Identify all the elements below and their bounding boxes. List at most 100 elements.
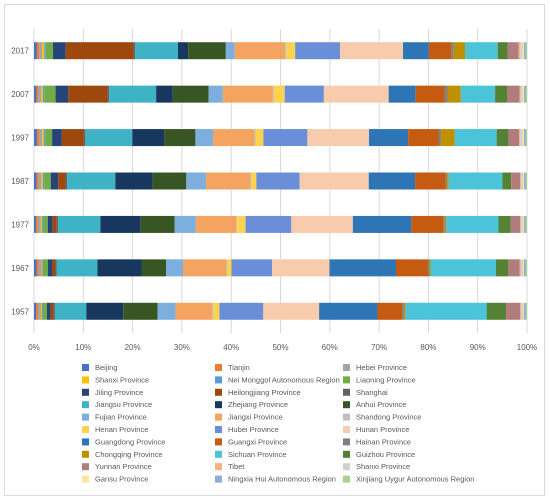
y-category-label: 1987 <box>11 177 29 186</box>
bar-row <box>34 129 527 147</box>
bar-segment <box>525 259 527 277</box>
bar-segment <box>245 215 292 233</box>
bar-segment <box>55 259 57 277</box>
bar-segment <box>329 259 396 277</box>
bar-segment <box>340 42 404 60</box>
bar-segment <box>522 129 525 147</box>
bar-segment <box>67 172 116 190</box>
bar-segment <box>525 42 527 60</box>
legend-swatch <box>215 463 222 471</box>
x-tick-label: 0% <box>28 343 40 352</box>
x-tick-label: 50% <box>272 343 288 352</box>
bar-segment <box>352 215 412 233</box>
bar-segment <box>58 215 101 233</box>
legend-item: Gansu Province <box>82 475 148 484</box>
bar-segment <box>39 129 43 147</box>
legend-item: Tianjin <box>215 363 250 372</box>
legend-item: Zhejiang Province <box>215 400 288 409</box>
bar-segment <box>525 85 527 103</box>
bar-segment <box>107 85 110 103</box>
legend-label: Tianjin <box>228 363 250 372</box>
bar-segment <box>44 172 51 190</box>
bar-segment <box>58 172 66 190</box>
bar-segment <box>411 215 444 233</box>
legend-swatch <box>215 388 222 396</box>
x-tick-label: 10% <box>75 343 91 352</box>
bar-segment <box>508 129 520 147</box>
legend-item: Chongqing Province <box>82 450 163 459</box>
bar-segment <box>55 85 69 103</box>
bar-segment <box>495 85 508 103</box>
legend-label: Jiangsu Province <box>95 400 152 409</box>
bar-segment <box>39 42 43 60</box>
bar-segment <box>236 215 238 233</box>
bar-segment <box>250 172 252 190</box>
bar-segment <box>48 259 52 277</box>
legend-item: Hainan Province <box>343 437 411 446</box>
bar-segment <box>508 259 520 277</box>
legend-label: Henan Province <box>95 425 148 434</box>
bar-segment <box>53 302 55 320</box>
legend-swatch <box>215 364 222 371</box>
legend-item: Guangxi Province <box>215 437 287 446</box>
bar-segment <box>45 129 53 147</box>
bar-segment <box>521 215 524 233</box>
bar-segment <box>272 85 274 103</box>
bar-segment <box>523 172 525 190</box>
bar-segment <box>307 129 370 147</box>
bar-segment <box>34 302 36 320</box>
bar-segment <box>36 129 40 147</box>
bar-segment <box>518 42 521 60</box>
bar-segment <box>83 129 86 147</box>
legend-swatch <box>82 450 89 458</box>
legend-label: Beijing <box>95 363 118 372</box>
legend-label: Shanxi Province <box>356 462 410 471</box>
bar-segment <box>525 215 527 233</box>
legend-swatch <box>215 413 222 421</box>
bar-segment <box>523 215 525 233</box>
legend-swatch <box>215 475 222 483</box>
bar-segment <box>52 129 62 147</box>
x-tick-label: 20% <box>125 343 141 352</box>
bar-segment <box>140 215 175 233</box>
bar-segment <box>44 85 56 103</box>
x-tick-label: 70% <box>371 343 387 352</box>
bar-row <box>34 85 527 103</box>
bar-segment <box>256 172 300 190</box>
bar-segment <box>219 302 264 320</box>
bar-area <box>34 42 527 320</box>
legend-item: Hubei Province <box>215 425 279 434</box>
bar-segment <box>56 259 98 277</box>
bar-segment <box>211 302 213 320</box>
bar-segment <box>511 172 521 190</box>
legend-label: Hunan Province <box>356 425 409 434</box>
bar-segment <box>34 259 37 277</box>
bar-segment <box>408 129 439 147</box>
legend-item: Ningxia Hui Autonomous Region <box>215 475 336 484</box>
legend-label: Shanghai <box>356 388 388 397</box>
bar-segment <box>47 215 53 233</box>
legend-item: Yunnan Province <box>82 462 152 471</box>
bar-segment <box>451 42 454 60</box>
bar-segment <box>453 42 466 60</box>
legend-swatch <box>82 413 89 421</box>
legend-swatch <box>82 401 89 409</box>
bar-segment <box>42 85 45 103</box>
bar-segment <box>445 172 448 190</box>
bar-segment <box>323 85 389 103</box>
legend-item: Beijing <box>82 363 118 372</box>
bar-segment <box>183 259 226 277</box>
legend-swatch <box>215 376 222 384</box>
legend-label: Shanxi Province <box>95 375 149 384</box>
bar-segment <box>524 129 526 147</box>
bar-segment <box>237 215 246 233</box>
bar-segment <box>368 172 416 190</box>
bar-segment <box>56 215 59 233</box>
legend-swatch <box>82 463 89 471</box>
x-tick-label: 40% <box>223 343 239 352</box>
legend-label: Tibet <box>228 462 245 471</box>
bar-segment <box>195 215 237 233</box>
legend-label: Heilongjiang Province <box>228 388 301 397</box>
legend-label: Hebei Province <box>356 363 407 372</box>
bar-segment <box>525 129 527 147</box>
